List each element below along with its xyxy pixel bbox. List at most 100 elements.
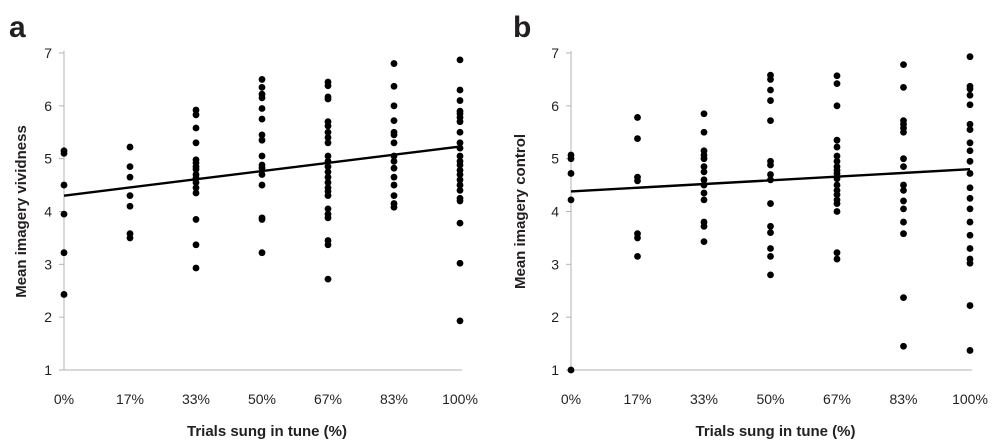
data-point [700, 238, 708, 246]
data-point [700, 128, 708, 136]
data-point [900, 128, 907, 136]
data-point [126, 143, 134, 151]
data-point [456, 118, 464, 126]
data-point [258, 136, 266, 144]
data-point [258, 83, 266, 91]
data-point [966, 205, 974, 213]
data-point [634, 253, 641, 260]
data-point [456, 171, 464, 178]
data-point [456, 97, 464, 104]
data-point [966, 120, 974, 128]
data-point [966, 245, 974, 252]
data-point [700, 222, 708, 230]
data-point [700, 163, 708, 170]
trend-line [570, 168, 971, 193]
data-point [700, 110, 708, 118]
data-point [767, 97, 774, 104]
data-point [767, 76, 774, 83]
data-point [390, 131, 398, 139]
y-tick-label: 6 [551, 98, 559, 114]
x-tick-label: 33% [182, 391, 210, 407]
data-point [567, 155, 575, 163]
data-point [324, 128, 332, 136]
data-point [900, 197, 907, 205]
data-point [126, 234, 134, 242]
data-point [192, 184, 200, 192]
y-tick-label: 3 [551, 256, 559, 272]
data-point [390, 102, 398, 110]
data-point [192, 189, 200, 197]
data-point [60, 181, 68, 189]
data-point [60, 149, 68, 157]
data-point [390, 181, 398, 189]
data-point [966, 157, 974, 165]
data-point [390, 173, 398, 181]
data-point [900, 218, 907, 226]
data-point [767, 161, 774, 169]
data-point [258, 115, 266, 123]
data-point [900, 181, 907, 189]
data-point [456, 86, 464, 94]
data-point [324, 122, 332, 130]
data-point [126, 192, 134, 200]
y-axis-title: Mean imagery control [512, 134, 529, 289]
data-point [324, 214, 332, 222]
data-point [966, 147, 974, 155]
data-point [700, 196, 708, 204]
data-point [833, 191, 841, 198]
data-point [833, 80, 841, 88]
data-point [60, 210, 68, 218]
data-point [456, 259, 464, 267]
data-point [833, 255, 841, 263]
data-point [833, 249, 841, 257]
data-point [966, 347, 974, 354]
y-tick-label: 1 [551, 362, 559, 378]
data-point [456, 317, 464, 325]
data-point [456, 176, 464, 184]
data-point [966, 53, 974, 61]
data-point [456, 186, 464, 194]
x-tick-label: 17% [116, 391, 144, 407]
data-point [192, 139, 200, 147]
data-point [456, 139, 464, 147]
data-point [456, 219, 464, 227]
data-point [567, 170, 575, 177]
x-tick-label: 100% [442, 391, 478, 407]
data-point [833, 72, 841, 80]
data-point [700, 189, 708, 197]
data-point [324, 275, 332, 283]
x-axis-title: Trials sung in tune (%) [187, 423, 347, 440]
data-point [966, 259, 974, 267]
data-point [900, 294, 907, 302]
data-point [192, 216, 200, 223]
data-point [700, 155, 708, 163]
x-tick-label: 0% [561, 391, 581, 407]
data-point [900, 230, 907, 238]
scatter-chart-vividness: a 1 2 3 4 5 6 7 0% 17% 33% 50% 67% 83% 100% Trials sung… [9, 11, 478, 440]
y-tick-label: 4 [44, 204, 52, 220]
data-point [456, 197, 464, 205]
data-point [900, 83, 907, 91]
data-point [634, 234, 641, 242]
data-point [767, 253, 774, 260]
data-point [833, 136, 841, 144]
panel-a: a 1 2 3 4 5 6 7 0% 17% 33% 50% 67% 83% 100% Trials sung… [0, 0, 490, 442]
data-point [456, 181, 464, 189]
data-point [767, 86, 774, 94]
data-point [767, 229, 774, 237]
x-tick-label: 33% [690, 391, 718, 407]
y-tick-label: 6 [44, 98, 52, 114]
data-point [966, 101, 974, 109]
data-point [324, 179, 332, 186]
data-point [258, 152, 266, 160]
data-point [966, 231, 974, 239]
data-point [324, 152, 332, 160]
data-point [767, 245, 774, 252]
y-axis-title: Mean imagery vividness [13, 125, 30, 298]
x-tick-label: 0% [54, 391, 74, 407]
x-tick-label: 17% [623, 391, 651, 407]
data-point [126, 163, 134, 170]
data-point [192, 179, 200, 186]
data-point [966, 218, 974, 226]
panel-label: a [9, 11, 26, 44]
